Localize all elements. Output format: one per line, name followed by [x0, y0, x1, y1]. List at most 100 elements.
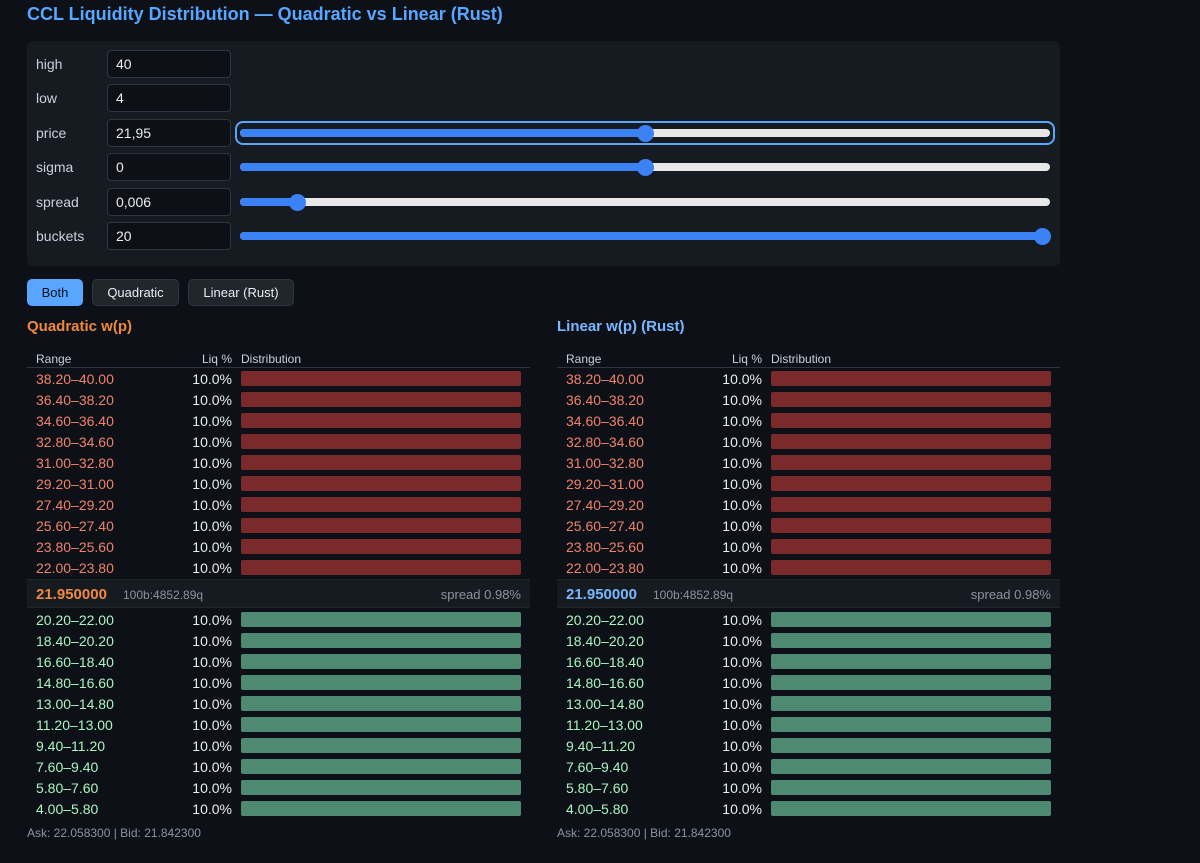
ask-distribution-bar: [771, 413, 1051, 428]
sigma-input[interactable]: [107, 153, 231, 181]
liq-header: Liq %: [201, 352, 232, 366]
ask-distribution-bar: [771, 371, 1051, 386]
spread-text: spread 0.98%: [970, 587, 1051, 602]
ask-row: 36.40–38.20 10.0%: [27, 389, 530, 410]
price-slider[interactable]: [235, 121, 1055, 145]
ask-liq-pct: 10.0%: [192, 518, 232, 534]
bid-liq-pct: 10.0%: [722, 801, 762, 817]
bid-row: 14.80–16.60 10.0%: [27, 672, 530, 693]
distribution-header: Distribution: [241, 352, 302, 366]
control-high: high: [27, 50, 1060, 78]
price-input[interactable]: [107, 119, 231, 147]
page-title: CCL Liquidity Distribution — Quadratic v…: [27, 4, 503, 24]
low-input[interactable]: [107, 84, 231, 112]
ask-range: 38.20–40.00: [36, 371, 114, 387]
spread-slider-thumb[interactable]: [288, 194, 306, 211]
bid-liq-pct: 10.0%: [722, 759, 762, 775]
bid-distribution-bar: [771, 612, 1051, 627]
bid-row: 18.40–20.20 10.0%: [557, 630, 1060, 651]
ask-liq-pct: 10.0%: [192, 497, 232, 513]
price-slider-thumb[interactable]: [637, 125, 654, 142]
bid-range: 5.80–7.60: [566, 780, 629, 796]
ask-row: 22.00–23.80 10.0%: [27, 557, 530, 578]
ask-range: 32.80–34.60: [566, 434, 644, 450]
linear-footer: Ask: 22.058300 | Bid: 21.842300: [557, 826, 731, 840]
ask-liq-pct: 10.0%: [722, 413, 762, 429]
buckets-slider-fill: [240, 232, 1050, 240]
ask-liq-pct: 10.0%: [722, 371, 762, 387]
table-header: Range Liq % Distribution: [557, 340, 1060, 368]
bid-row: 13.00–14.80 10.0%: [557, 693, 1060, 714]
ask-range: 29.20–31.00: [566, 476, 644, 492]
buckets-input[interactable]: [107, 222, 231, 250]
ask-distribution-bar: [241, 434, 521, 449]
bid-range: 4.00–5.80: [36, 801, 99, 817]
sigma-slider[interactable]: [240, 159, 1050, 176]
ask-range: 32.80–34.60: [36, 434, 114, 450]
bid-row: 4.00–5.80 10.0%: [27, 798, 530, 819]
ask-range: 34.60–36.40: [36, 413, 114, 429]
bid-distribution-bar: [771, 780, 1051, 795]
controls-panel: high low price sigma spread buckets: [27, 41, 1060, 266]
linear-rust-button[interactable]: Linear (Rust): [188, 279, 294, 306]
low-label: low: [36, 90, 58, 106]
ask-row: 34.60–36.40 10.0%: [27, 410, 530, 431]
ask-row: 38.20–40.00 10.0%: [27, 368, 530, 389]
ask-liq-pct: 10.0%: [192, 371, 232, 387]
range-header: Range: [566, 352, 602, 366]
ask-distribution-bar: [771, 518, 1051, 533]
sigma-label: sigma: [36, 159, 74, 175]
bid-liq-pct: 10.0%: [722, 612, 762, 628]
bid-distribution-bar: [771, 696, 1051, 711]
bid-row: 4.00–5.80 10.0%: [557, 798, 1060, 819]
bid-liq-pct: 10.0%: [722, 675, 762, 691]
bid-liq-pct: 10.0%: [722, 738, 762, 754]
ask-liq-pct: 10.0%: [192, 455, 232, 471]
bid-liq-pct: 10.0%: [722, 633, 762, 649]
bid-range: 16.60–18.40: [566, 654, 644, 670]
bid-range: 20.20–22.00: [36, 612, 114, 628]
bid-distribution-bar: [771, 738, 1051, 753]
sigma-slider-thumb[interactable]: [637, 159, 654, 176]
buckets-slider-thumb[interactable]: [1034, 228, 1051, 245]
table-header: Range Liq % Distribution: [27, 340, 530, 368]
bid-distribution-bar: [241, 759, 521, 774]
control-low: low: [27, 84, 1060, 112]
buckets-slider[interactable]: [240, 228, 1051, 245]
liq-header: Liq %: [731, 352, 762, 366]
bid-range: 20.20–22.00: [566, 612, 644, 628]
ask-distribution-bar: [241, 560, 521, 575]
control-price: price: [27, 119, 1060, 147]
bid-row: 9.40–11.20 10.0%: [557, 735, 1060, 756]
bid-range: 14.80–16.60: [566, 675, 644, 691]
spread-input[interactable]: [107, 188, 231, 216]
bid-range: 14.80–16.60: [36, 675, 114, 691]
bid-row: 16.60–18.40 10.0%: [557, 651, 1060, 672]
ask-liq-pct: 10.0%: [192, 560, 232, 576]
price-label: price: [36, 125, 67, 141]
spread-slider[interactable]: [240, 194, 1050, 211]
ask-liq-pct: 10.0%: [722, 518, 762, 534]
bid-row: 16.60–18.40 10.0%: [27, 651, 530, 672]
mid-quote: 100b:4852.89q: [653, 588, 734, 602]
ask-liq-pct: 10.0%: [722, 392, 762, 408]
ask-row: 32.80–34.60 10.0%: [27, 431, 530, 452]
ask-row: 38.20–40.00 10.0%: [557, 368, 1060, 389]
bid-distribution-bar: [241, 612, 521, 627]
bid-row: 20.20–22.00 10.0%: [557, 609, 1060, 630]
high-input[interactable]: [107, 50, 231, 78]
quadratic-button[interactable]: Quadratic: [92, 279, 179, 306]
ask-liq-pct: 10.0%: [192, 392, 232, 408]
ask-range: 27.40–29.20: [566, 497, 644, 513]
ask-distribution-bar: [241, 413, 521, 428]
distribution-header: Distribution: [771, 352, 832, 366]
spread-text: spread 0.98%: [440, 587, 521, 602]
panel-title: Linear w(p) (Rust): [557, 318, 685, 335]
ask-liq-pct: 10.0%: [192, 539, 232, 555]
bid-liq-pct: 10.0%: [192, 612, 232, 628]
bid-liq-pct: 10.0%: [192, 633, 232, 649]
ask-range: 31.00–32.80: [566, 455, 644, 471]
both-button[interactable]: Both: [27, 279, 83, 306]
bid-distribution-bar: [241, 780, 521, 795]
bid-row: 20.20–22.00 10.0%: [27, 609, 530, 630]
